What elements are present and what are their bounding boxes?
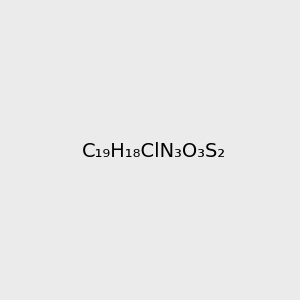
Text: C₁₉H₁₈ClN₃O₃S₂: C₁₉H₁₈ClN₃O₃S₂ <box>82 142 226 161</box>
